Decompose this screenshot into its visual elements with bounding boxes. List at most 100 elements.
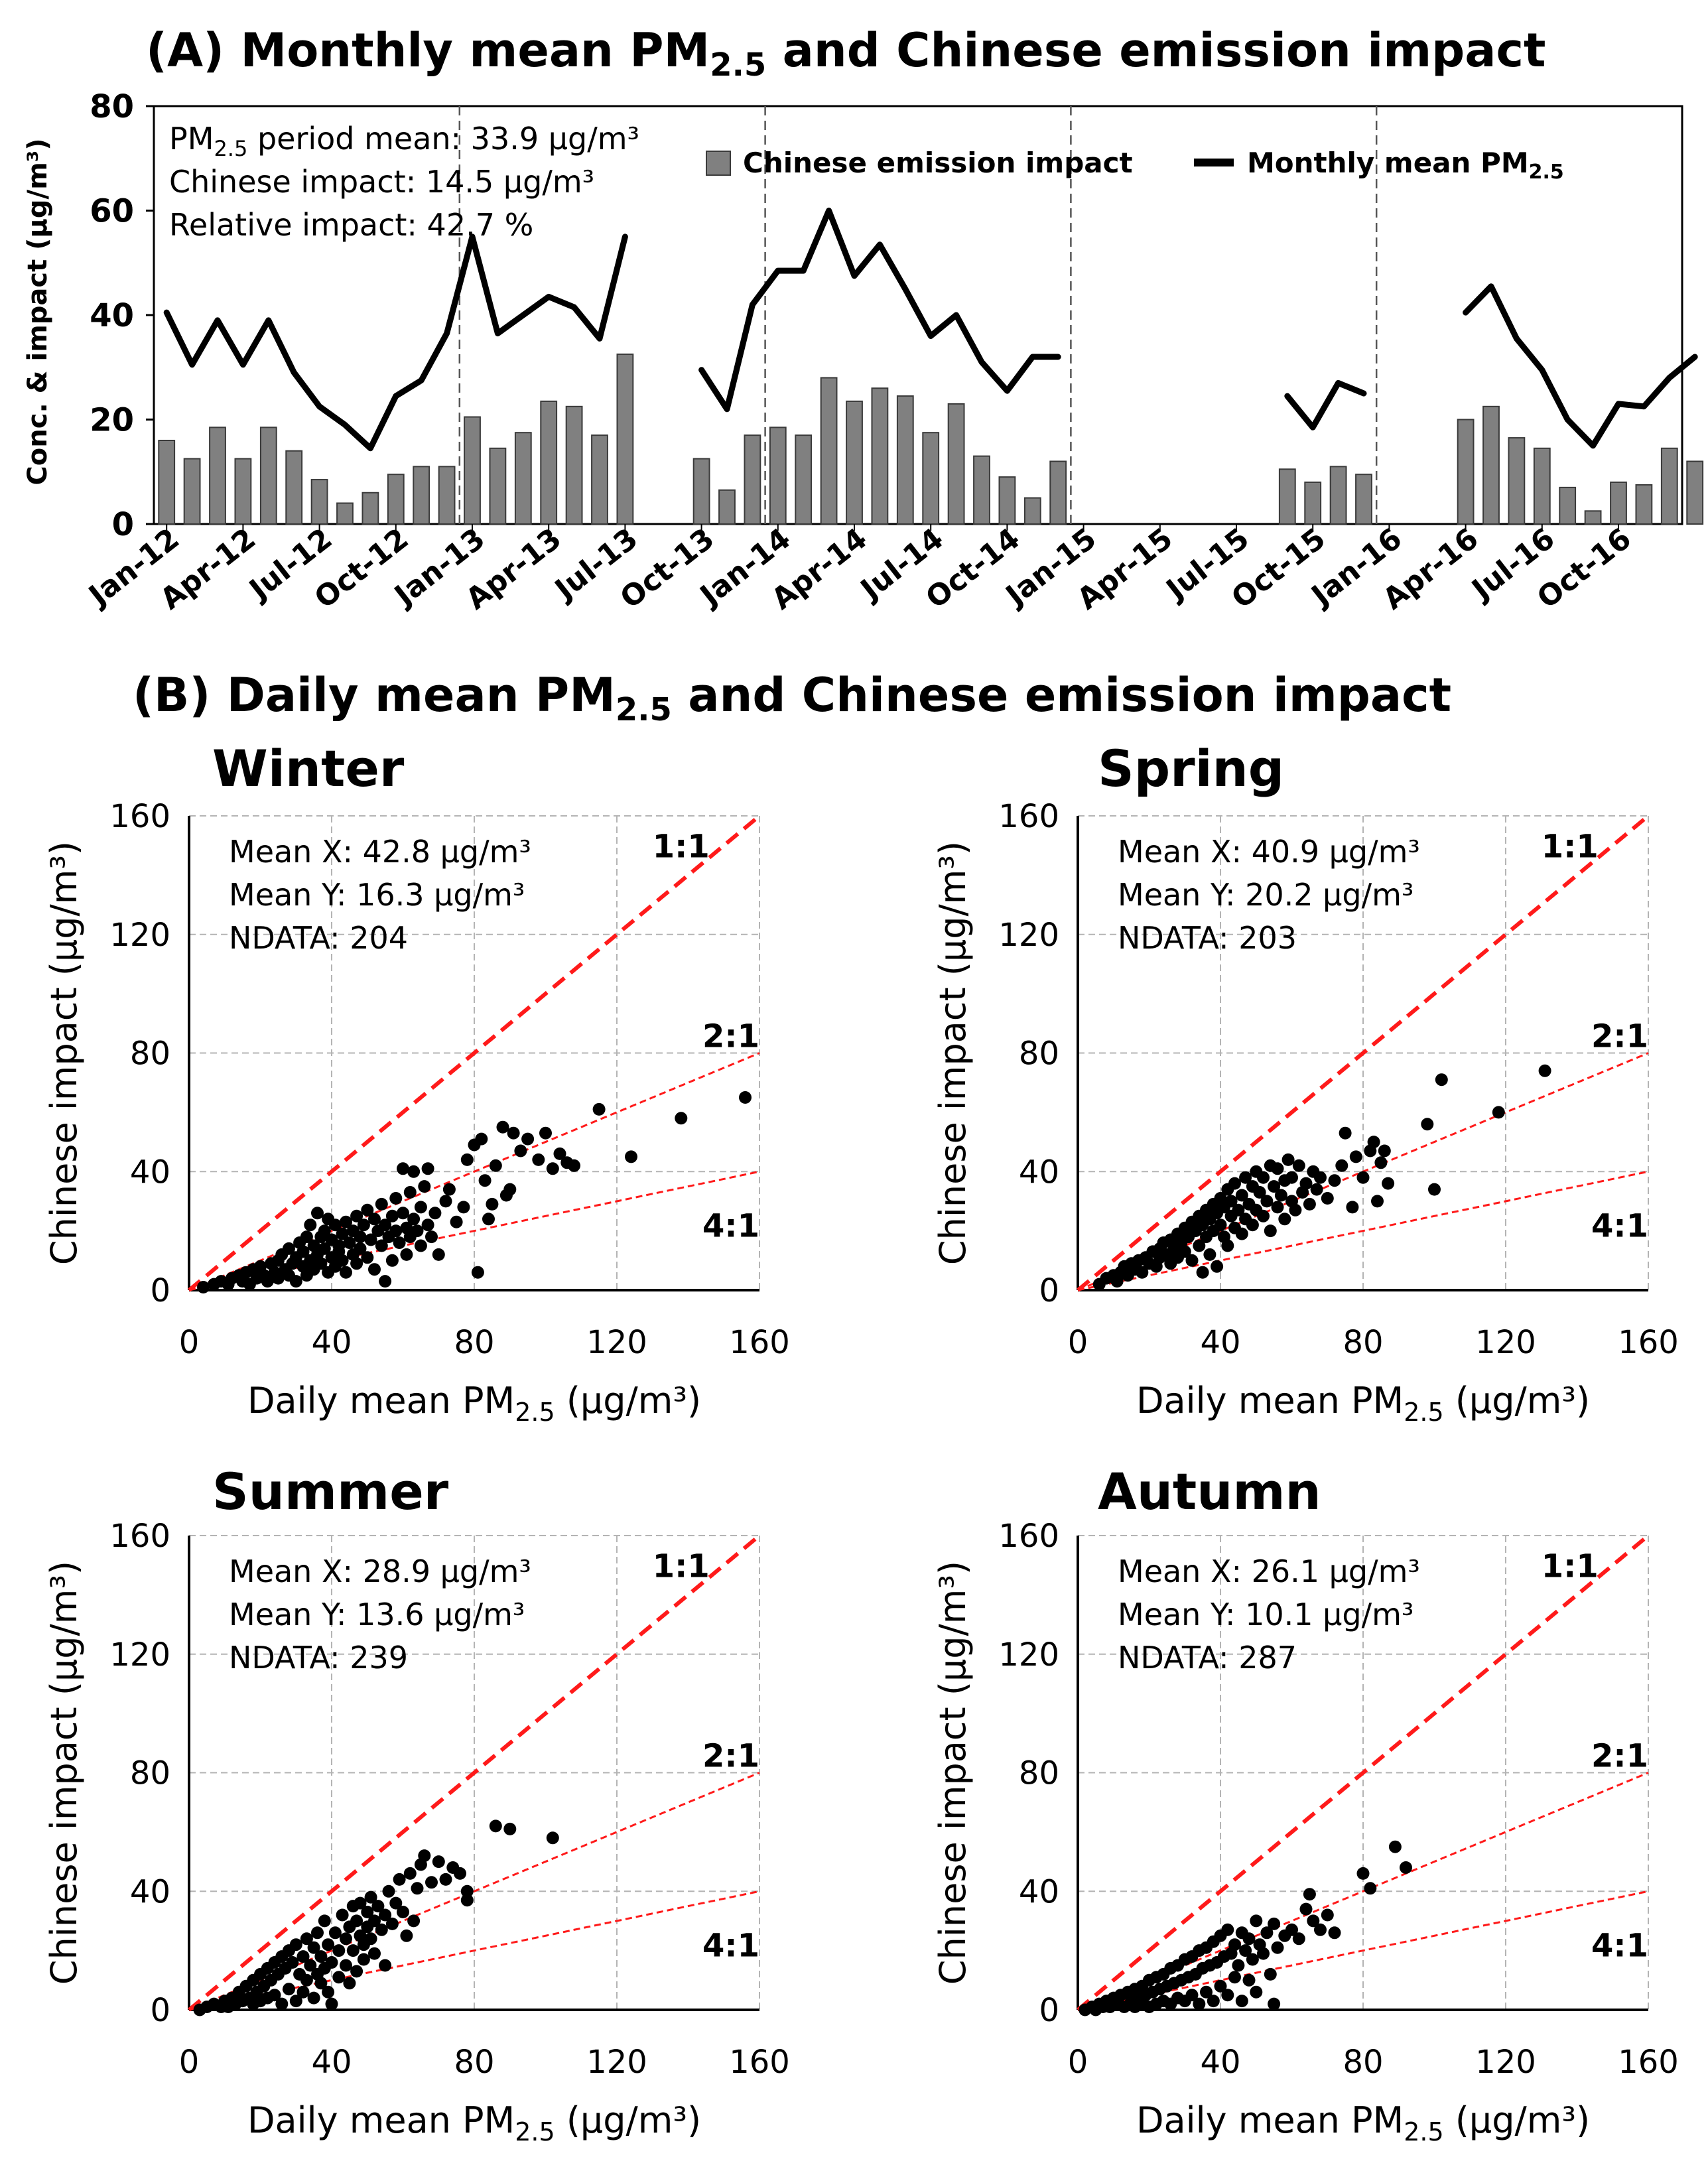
y-tick-label: 120: [998, 1636, 1059, 1674]
data-point: [1356, 1171, 1370, 1184]
season-title: Summer: [212, 1462, 449, 1521]
data-point: [314, 1257, 328, 1270]
y-tick-label: 0: [150, 1992, 170, 2029]
data-point: [1314, 1171, 1327, 1184]
data-point: [460, 1884, 474, 1898]
data-point: [1299, 1177, 1313, 1190]
y-tick-label: 40: [1019, 1873, 1059, 1910]
y-tick-label: 0: [1039, 1992, 1059, 2029]
mean-x-text: Mean X: 28.9 µg/m³: [229, 1553, 531, 1589]
impact-bar: [1278, 468, 1296, 525]
data-point: [442, 1183, 456, 1196]
data-point: [1221, 1239, 1234, 1252]
data-point: [304, 1959, 317, 1972]
data-point: [318, 1242, 331, 1255]
impact-bar: [438, 466, 456, 525]
ref-line-2-1: [188, 1052, 760, 1291]
data-point: [1278, 1213, 1291, 1226]
data-point: [1264, 1224, 1277, 1238]
ref-line-1-1: [1077, 814, 1650, 1292]
impact-bar: [692, 458, 710, 525]
data-point: [507, 1126, 520, 1140]
data-point: [361, 1906, 374, 1918]
x-tick-label: 0: [1068, 2044, 1088, 2081]
data-point: [350, 1914, 363, 1928]
ratio-label-1-1: 1:1: [1542, 1548, 1599, 1585]
data-point: [1185, 1254, 1199, 1267]
scatter-autumn: Autumn 00 40 40 80 80 120 120 160 160 1:1 2:1 4:1 Mea…: [932, 1462, 1679, 2146]
data-point: [1235, 1189, 1248, 1202]
impact-bar: [1686, 460, 1704, 525]
y-tick-label: 160: [109, 798, 170, 835]
data-point: [1271, 1941, 1284, 1954]
data-point: [414, 1201, 427, 1214]
data-point: [1228, 1938, 1241, 1951]
impact-bar: [1304, 482, 1322, 525]
data-point: [1242, 1932, 1256, 1946]
x-tick-label: 40: [1200, 1324, 1240, 1361]
data-point: [1196, 1266, 1209, 1279]
data-point: [393, 1873, 406, 1886]
mean-y-text: Mean Y: 20.2 µg/m³: [1118, 877, 1413, 913]
data-point: [1321, 1192, 1334, 1205]
data-point: [1239, 1944, 1252, 1957]
data-point: [350, 1965, 363, 1978]
x-axis-label-sub: 2.5: [515, 2117, 555, 2146]
data-point: [421, 1219, 434, 1232]
data-point: [1321, 1908, 1334, 1922]
seasonal-scatter-plots: Winter00404080801201201601601:12:14:1Mea…: [43, 739, 1679, 2146]
data-point: [379, 1275, 392, 1288]
data-point: [1538, 1064, 1551, 1077]
data-point: [1228, 1177, 1241, 1190]
impact-bar: [718, 489, 736, 525]
pm25-line-segment: [698, 208, 1061, 413]
x-axis-label-unit: (µg/m³): [555, 2099, 701, 2141]
y-tick-label: 80: [1019, 1755, 1059, 1792]
impact-bar: [947, 403, 965, 525]
y-tick-label: 120: [109, 917, 170, 954]
data-point: [1203, 1248, 1216, 1261]
impact-bar: [1457, 419, 1475, 525]
data-point: [1207, 1995, 1220, 2008]
ratio-label-4-1: 4:1: [702, 1928, 759, 1965]
impact-bar: [310, 479, 328, 525]
data-point: [1328, 1926, 1341, 1940]
data-point: [1232, 1203, 1245, 1217]
data-point: [1307, 1914, 1320, 1928]
data-point: [389, 1192, 403, 1205]
ref-line-4-1: [1077, 1170, 1649, 1291]
data-point: [1292, 1932, 1305, 1946]
data-point: [1246, 1219, 1259, 1232]
y-tick-label: 80: [90, 88, 134, 125]
x-axis-label: Daily mean PM2.5 (µg/m³): [1136, 2099, 1590, 2146]
y-tick-label: 80: [130, 1755, 170, 1792]
data-point: [336, 1254, 349, 1267]
data-point: [385, 1209, 399, 1222]
ratio-label-2-1: 2:1: [1591, 1018, 1648, 1055]
data-point: [460, 1153, 474, 1166]
impact-bar: [209, 427, 226, 525]
impact-bar: [1023, 497, 1041, 525]
data-point: [1492, 1106, 1505, 1119]
impact-bar: [1049, 460, 1067, 525]
data-point: [307, 1991, 320, 2005]
impact-bar: [1533, 447, 1551, 525]
data-point: [521, 1132, 535, 1146]
data-point: [379, 1959, 392, 1972]
panel-a-ylabel: Conc. & impact (µg/m³): [23, 138, 53, 485]
data-point: [1289, 1203, 1302, 1217]
data-point: [1193, 1997, 1206, 2011]
ratio-label-2-1: 2:1: [1591, 1738, 1648, 1775]
y-tick-label: 40: [130, 1873, 170, 1910]
data-point: [371, 1900, 385, 1913]
panel-a-title: (A) Monthly mean PM2.5 and Chinese emiss…: [146, 23, 1545, 84]
data-point: [1274, 1189, 1287, 1202]
data-point: [340, 1959, 352, 1972]
x-axis-label: Daily mean PM2.5 (µg/m³): [247, 1380, 701, 1427]
data-point: [1292, 1159, 1305, 1172]
ndata-text: NDATA: 239: [229, 1640, 408, 1676]
data-point: [275, 1997, 289, 2011]
x-tick-label: 120: [1475, 1324, 1536, 1361]
data-point: [414, 1239, 427, 1252]
x-tick-label: 160: [1618, 1324, 1679, 1361]
